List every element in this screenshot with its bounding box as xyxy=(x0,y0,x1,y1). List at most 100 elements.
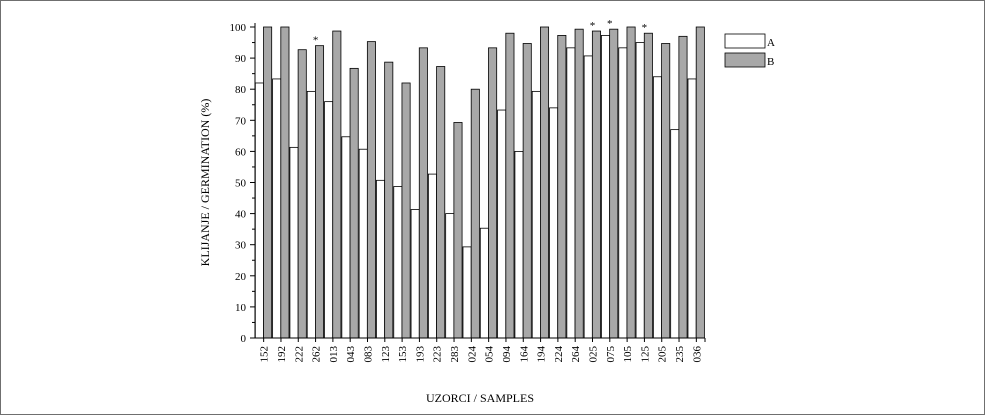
bar-B-105 xyxy=(626,26,636,339)
y-tick-label: 50 xyxy=(235,178,247,190)
x-tick-label: 043 xyxy=(345,346,357,363)
bar-A-194 xyxy=(531,90,541,339)
x-tick-label: 194 xyxy=(536,346,548,363)
y-tick-label: 80 xyxy=(235,84,247,96)
bar-A-222 xyxy=(289,146,299,339)
x-tick-label: 283 xyxy=(449,346,461,363)
significance-marker: * xyxy=(313,35,319,47)
bar-A-283 xyxy=(445,213,455,339)
bar-A-125 xyxy=(635,42,645,339)
y-tick-label: 40 xyxy=(235,209,247,221)
bar-A-205 xyxy=(652,76,662,339)
bar-A-224 xyxy=(549,107,559,339)
x-tick-label: 013 xyxy=(328,346,340,363)
legend: AB xyxy=(724,33,775,68)
x-tick-label: 094 xyxy=(501,346,513,363)
legend-swatch-B xyxy=(724,52,766,68)
bar-B-205 xyxy=(661,43,671,339)
y-tick-label: 10 xyxy=(235,302,247,314)
bar-B-153 xyxy=(401,82,411,339)
x-tick-label: 036 xyxy=(691,346,703,363)
bar-B-025 xyxy=(591,30,601,339)
x-tick-label: 152 xyxy=(259,346,271,363)
x-tick-label: 054 xyxy=(484,346,496,363)
y-axis-title: KLIJANJE / GERMINATION (%) xyxy=(198,99,212,267)
bar-A-054 xyxy=(479,227,489,339)
x-tick-label: 125 xyxy=(639,346,651,363)
x-tick-label: 205 xyxy=(657,346,669,363)
bar-B-283 xyxy=(453,122,463,339)
y-tick-label: 30 xyxy=(235,240,247,252)
legend-label-B: B xyxy=(767,56,774,68)
x-tick-label: 264 xyxy=(570,346,582,363)
bar-A-036 xyxy=(687,78,697,339)
bar-B-024 xyxy=(470,88,480,339)
x-tick-label: 123 xyxy=(380,346,392,363)
x-tick-label: 083 xyxy=(363,346,375,363)
x-tick-label: 235 xyxy=(674,346,686,363)
bar-B-164 xyxy=(522,43,532,339)
y-tick-label: 100 xyxy=(230,22,247,34)
legend-label-A: A xyxy=(767,37,775,49)
bar-A-192 xyxy=(272,78,282,339)
bar-B-223 xyxy=(436,66,446,339)
bar-B-083 xyxy=(366,41,376,339)
x-tick-label: 164 xyxy=(518,346,530,363)
bar-A-083 xyxy=(358,148,368,339)
x-tick-label: 223 xyxy=(432,346,444,363)
bar-B-222 xyxy=(297,49,307,339)
bar-B-194 xyxy=(540,26,550,339)
bar-B-094 xyxy=(505,32,515,339)
y-tick-label: 70 xyxy=(235,115,247,127)
x-tick-label: 075 xyxy=(605,346,617,363)
labels-layer: 0 10 20 30 40 50 60 70 80 90 100 152 192 222 262 013 043… xyxy=(198,18,703,405)
bar-B-125 xyxy=(643,32,653,339)
x-tick-label: 024 xyxy=(466,346,478,363)
bar-A-153 xyxy=(393,186,403,339)
bar-A-043 xyxy=(341,136,351,339)
bar-A-262 xyxy=(306,90,316,339)
bar-B-235 xyxy=(678,35,688,339)
bar-A-193 xyxy=(410,209,420,339)
bar-B-264 xyxy=(574,28,584,339)
bar-B-036 xyxy=(695,26,705,339)
x-tick-label: 222 xyxy=(293,346,305,363)
axes-layer xyxy=(250,23,706,342)
x-tick-label: 262 xyxy=(311,346,323,363)
bar-A-123 xyxy=(376,179,386,339)
legend-swatch-A xyxy=(724,33,766,49)
y-tick-label: 0 xyxy=(241,333,247,345)
bar-A-075 xyxy=(601,35,611,339)
bar-B-224 xyxy=(557,35,567,339)
significance-marker: * xyxy=(590,20,596,32)
bar-B-262 xyxy=(315,45,325,339)
bar-A-235 xyxy=(670,129,680,339)
bar-A-094 xyxy=(497,109,507,339)
bar-A-024 xyxy=(462,246,472,339)
bar-A-164 xyxy=(514,150,524,339)
x-axis-title: UZORCI / SAMPLES xyxy=(426,391,534,405)
significance-marker: * xyxy=(642,22,648,34)
significance-marker: * xyxy=(607,18,613,30)
x-tick-label: 193 xyxy=(414,346,426,363)
bar-B-152 xyxy=(263,26,273,339)
y-tick-label: 20 xyxy=(235,271,247,283)
bar-A-152 xyxy=(254,82,264,339)
bar-B-013 xyxy=(332,30,342,339)
bar-B-193 xyxy=(418,47,428,339)
x-tick-label: 224 xyxy=(553,346,565,363)
bar-B-054 xyxy=(488,47,498,339)
bar-B-075 xyxy=(609,28,619,339)
x-tick-label: 025 xyxy=(588,346,600,363)
bar-A-105 xyxy=(618,47,628,339)
x-tick-label: 153 xyxy=(397,346,409,363)
x-tick-label: 105 xyxy=(622,346,634,363)
bar-B-192 xyxy=(280,26,290,339)
bar-A-013 xyxy=(324,101,334,339)
bar-A-264 xyxy=(566,47,576,339)
y-tick-label: 60 xyxy=(235,146,247,158)
bar-A-223 xyxy=(427,173,437,339)
x-tick-label: 192 xyxy=(276,346,288,363)
